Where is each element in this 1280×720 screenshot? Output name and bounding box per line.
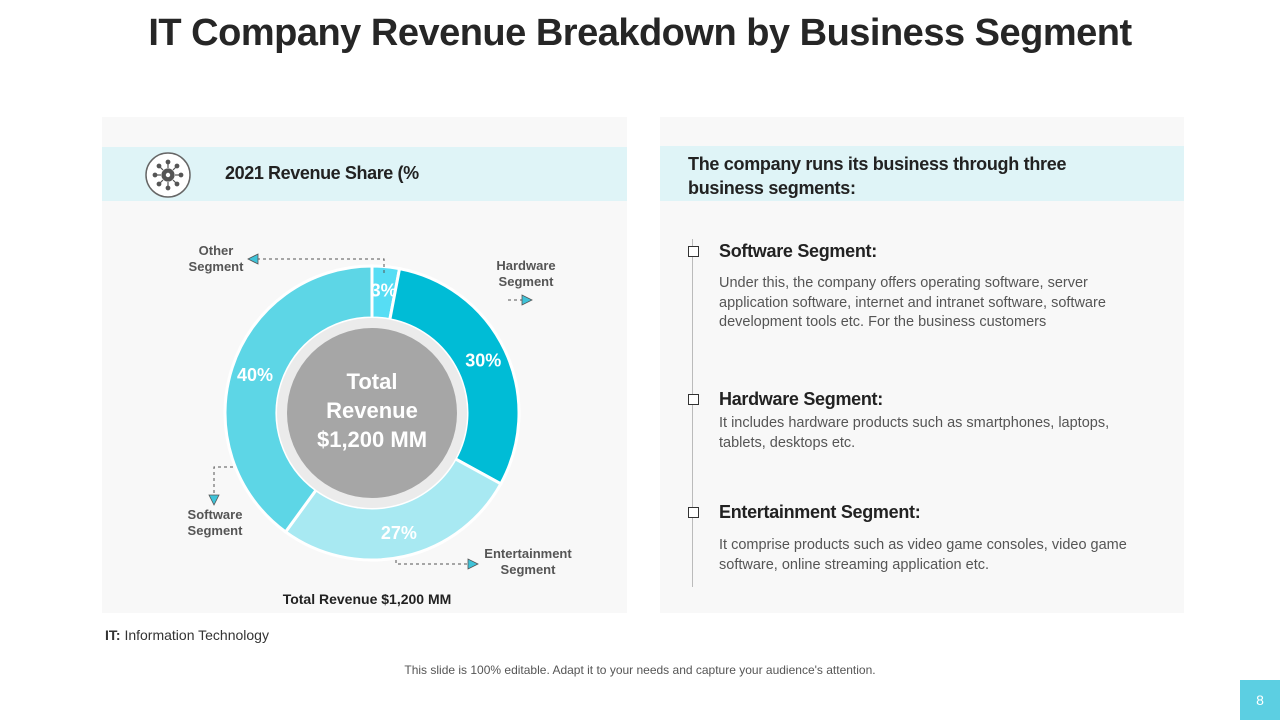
bullet-square-icon [688, 246, 699, 257]
hardware-arrow [521, 294, 533, 306]
page-title: IT Company Revenue Breakdown by Business… [148, 12, 1132, 54]
entertainment-arrow [467, 558, 479, 570]
gear-network-icon [145, 152, 191, 198]
slice-value-label: 30% [465, 351, 501, 371]
bullet-square-icon [688, 394, 699, 405]
footnote: IT: Information Technology [105, 627, 269, 643]
donut-center [287, 328, 457, 498]
segments-header-band: The company runs its business through th… [660, 146, 1184, 201]
total-revenue-caption: Total Revenue $1,200 MM [282, 591, 452, 607]
other-connector [255, 258, 385, 273]
other-label-line-2: Segment [189, 259, 245, 274]
segment-heading: Entertainment Segment: [719, 502, 921, 522]
timeline-divider [692, 239, 693, 587]
footnote-abbr: IT: [105, 627, 121, 643]
editable-note: This slide is 100% editable. Adapt it to… [404, 663, 876, 677]
other-label-line-1: Other [199, 243, 234, 258]
segment-heading: Software Segment: [719, 241, 877, 261]
chart-panel: 2021 Revenue Share (% Total Revenue $1,2… [102, 117, 627, 613]
center-text-line-2: Revenue [326, 398, 418, 423]
slice-value-label: 27% [381, 523, 417, 543]
segments-intro: The company runs its business through th… [688, 154, 1067, 198]
chart-header-title: 2021 Revenue Share (% [225, 163, 419, 183]
segment-description: It includes hardware products such as sm… [719, 415, 1110, 451]
hardware-label-line-2: Segment [499, 274, 555, 289]
entertainment-connector [395, 560, 471, 565]
software-connector [213, 466, 233, 495]
hardware-label-line-1: Hardware [496, 258, 555, 273]
entertainment-label-line-1: Entertainment [484, 546, 572, 561]
software-label-line-1: Software [188, 507, 243, 522]
segment-heading: Hardware Segment: [719, 389, 883, 409]
software-label-line-2: Segment [188, 523, 244, 538]
other-arrow [247, 253, 259, 265]
chart-header-band: 2021 Revenue Share (% [102, 147, 627, 201]
slice-value-label: 3% [371, 281, 397, 301]
slice-value-label: 40% [237, 365, 273, 385]
page-number: 8 [1240, 680, 1280, 720]
entertainment-label-line-2: Segment [501, 562, 557, 577]
software-arrow [208, 494, 220, 506]
segment-description: Under this, the company offers operating… [719, 275, 1106, 330]
segment-description: It comprise products such as video game … [719, 537, 1127, 573]
footnote-text: Information Technology [124, 627, 269, 643]
bullet-square-icon [688, 507, 699, 518]
center-text-line-3: $1,200 MM [317, 427, 427, 452]
donut-chart: Total Revenue $1,200 MM 3% 30% 27% 40% Othe… [188, 243, 573, 577]
center-text-line-1: Total [347, 369, 398, 394]
segments-panel: The company runs its business through th… [660, 117, 1184, 613]
